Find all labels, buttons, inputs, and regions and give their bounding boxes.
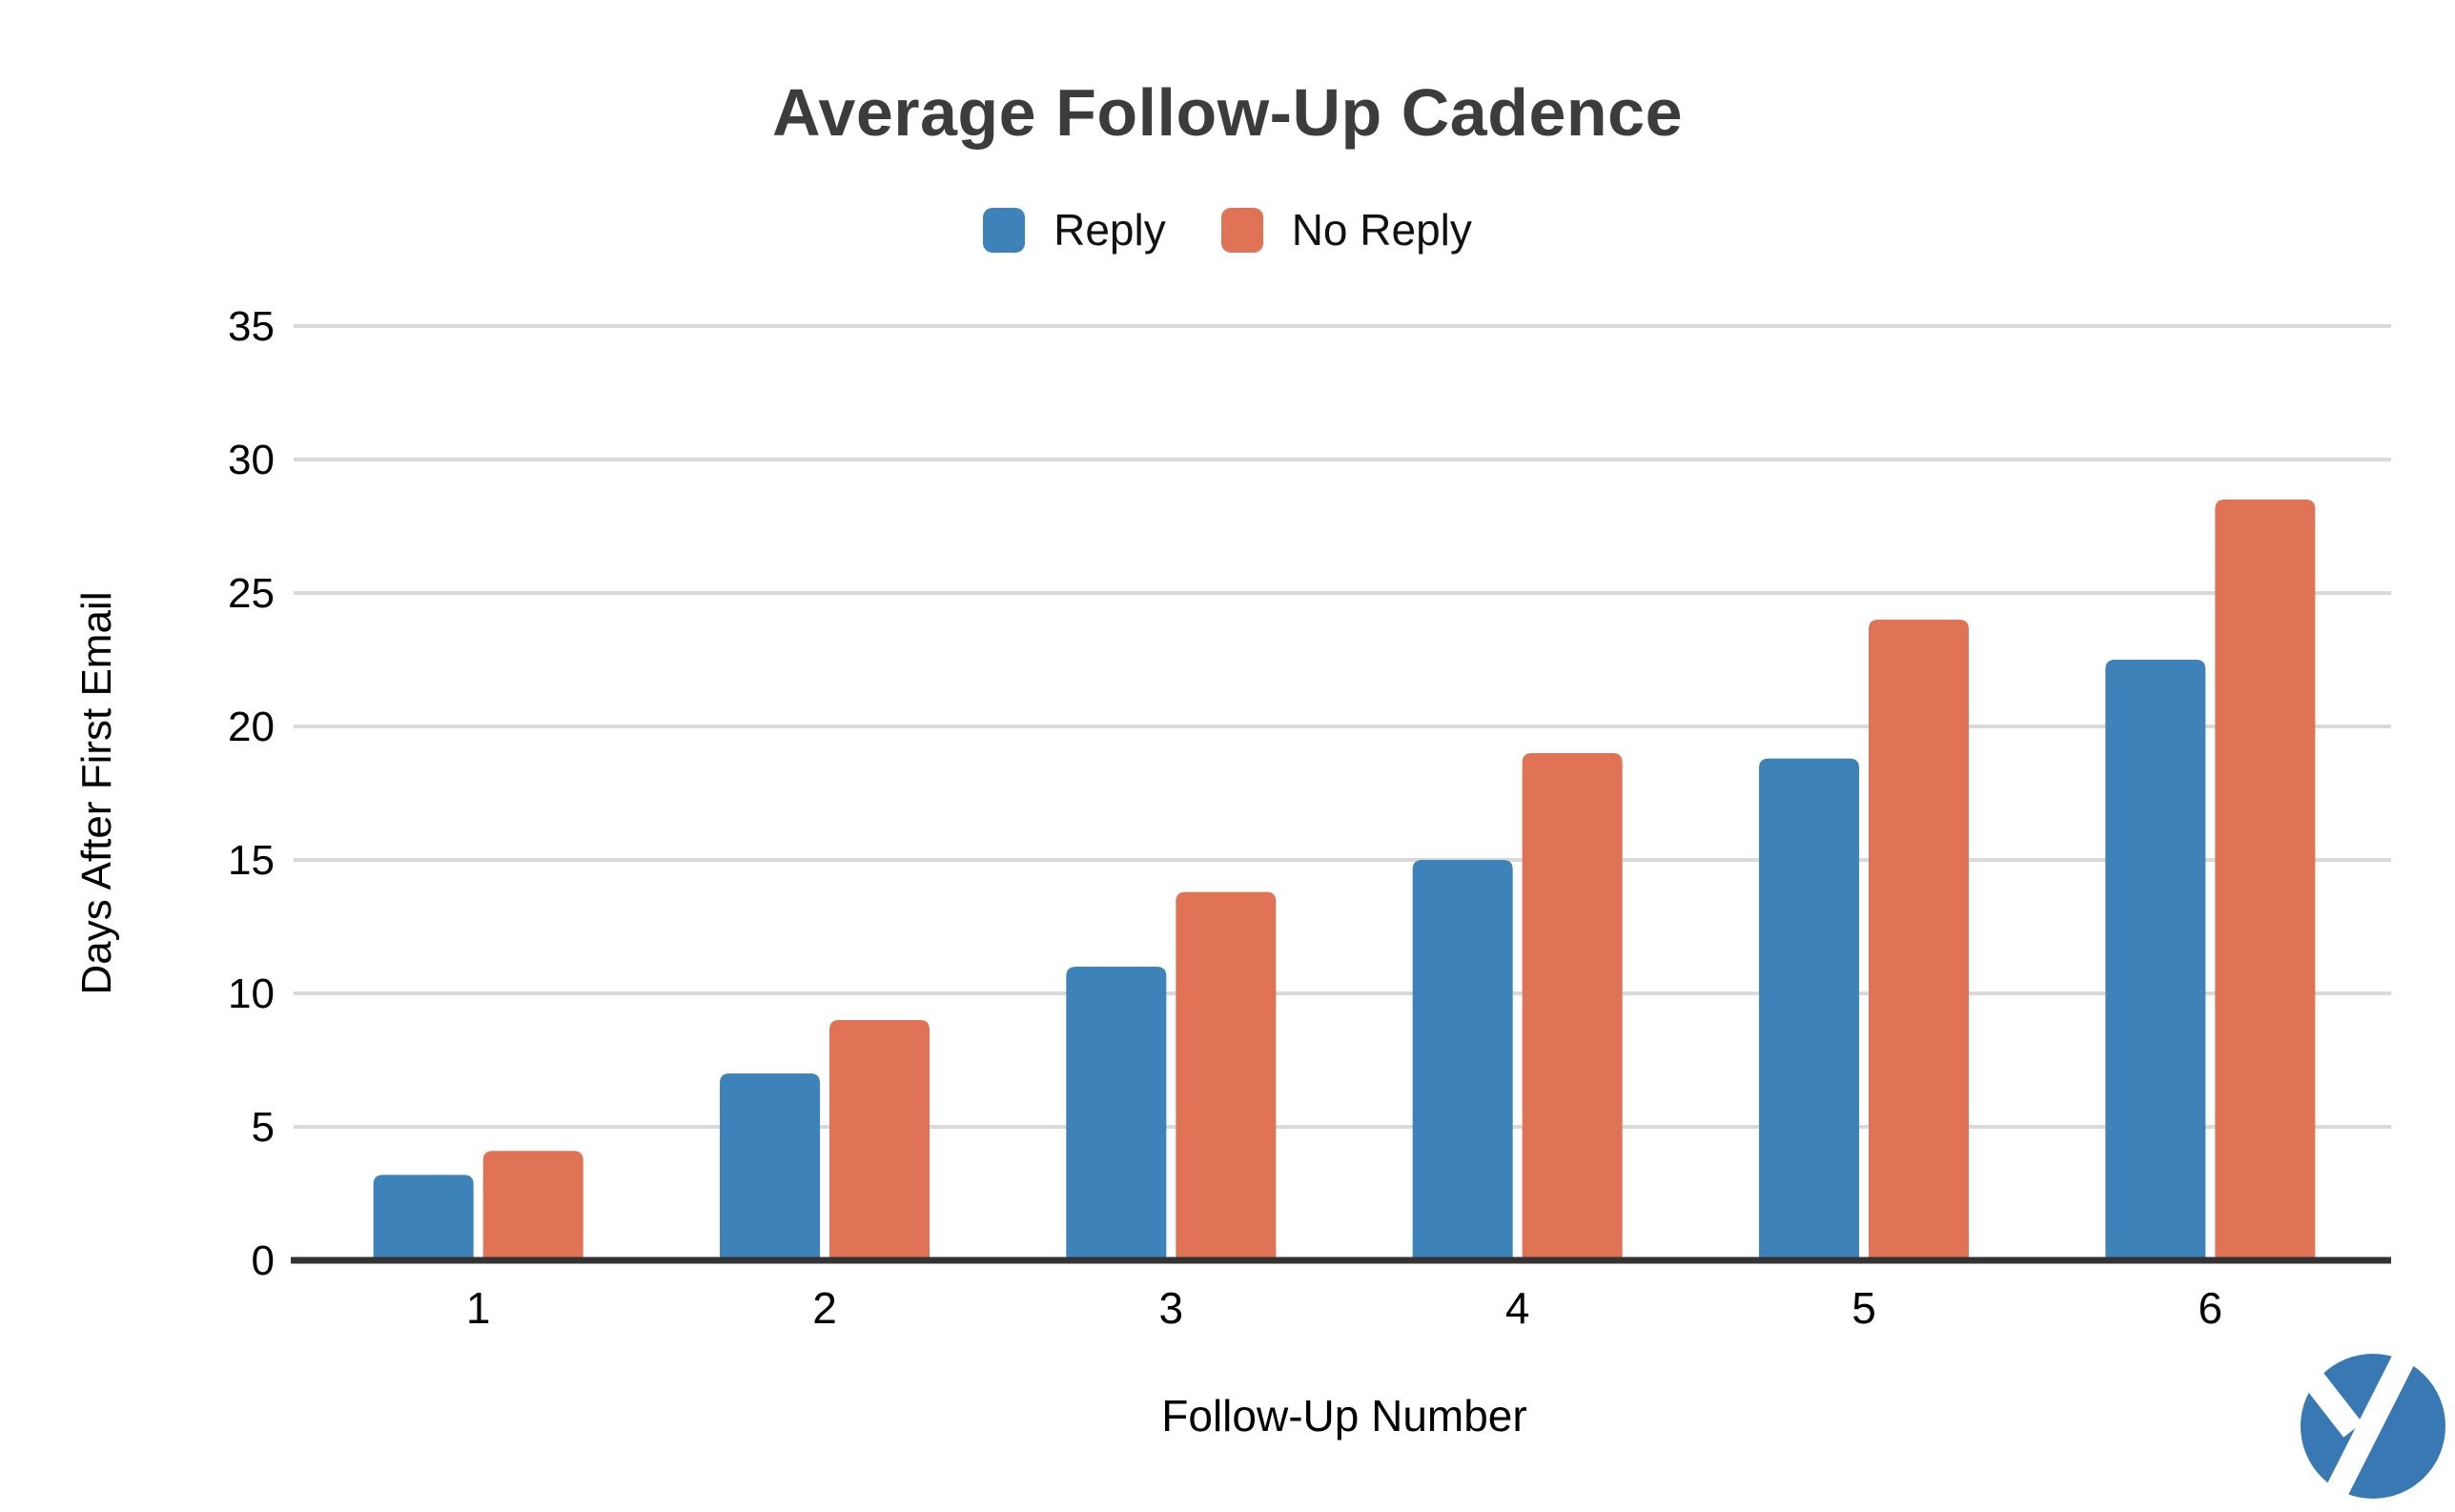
bar-reply [1066, 967, 1167, 1260]
bar-no-reply [829, 1020, 930, 1260]
x-axis-title: Follow-Up Number [1161, 1391, 1527, 1440]
bar-no-reply [1176, 891, 1277, 1260]
bar-reply [720, 1073, 820, 1260]
y-tick-label: 0 [252, 1237, 275, 1284]
x-tick-label: 6 [2199, 1283, 2223, 1333]
x-tick-label: 4 [1505, 1283, 1530, 1333]
bar-no-reply [1522, 753, 1623, 1260]
bar-reply [373, 1175, 474, 1260]
legend-swatch-reply [983, 207, 1026, 253]
bar-no-reply [482, 1151, 583, 1260]
legend-item-no-reply: No Reply [1220, 204, 1472, 255]
bar-no-reply [2215, 500, 2316, 1260]
y-tick-label: 15 [228, 837, 275, 884]
bar-reply [1412, 860, 1513, 1260]
bar-no-reply [1869, 620, 1969, 1260]
x-tick-label: 2 [812, 1283, 837, 1333]
legend-label-no-reply: No Reply [1291, 205, 1472, 255]
legend-swatch-no-reply [1220, 207, 1263, 253]
chart-title: Average Follow-Up Cadence [771, 75, 1684, 150]
legend-item-reply: Reply [983, 204, 1166, 255]
legend: Reply No Reply [0, 204, 2455, 255]
legend-label-reply: Reply [1054, 205, 1166, 255]
bar-reply [2105, 660, 2206, 1260]
y-tick-label: 10 [228, 971, 275, 1017]
y-tick-label: 5 [252, 1104, 275, 1151]
y-tick-label: 35 [228, 303, 275, 350]
y-tick-label: 20 [228, 704, 275, 750]
y-tick-label: 30 [228, 437, 275, 483]
y-tick-label: 25 [228, 570, 275, 617]
x-tick-label: 3 [1159, 1283, 1184, 1333]
bar-reply [1759, 758, 1859, 1260]
x-tick-label: 1 [466, 1283, 491, 1333]
x-tick-label: 5 [1851, 1283, 1876, 1333]
